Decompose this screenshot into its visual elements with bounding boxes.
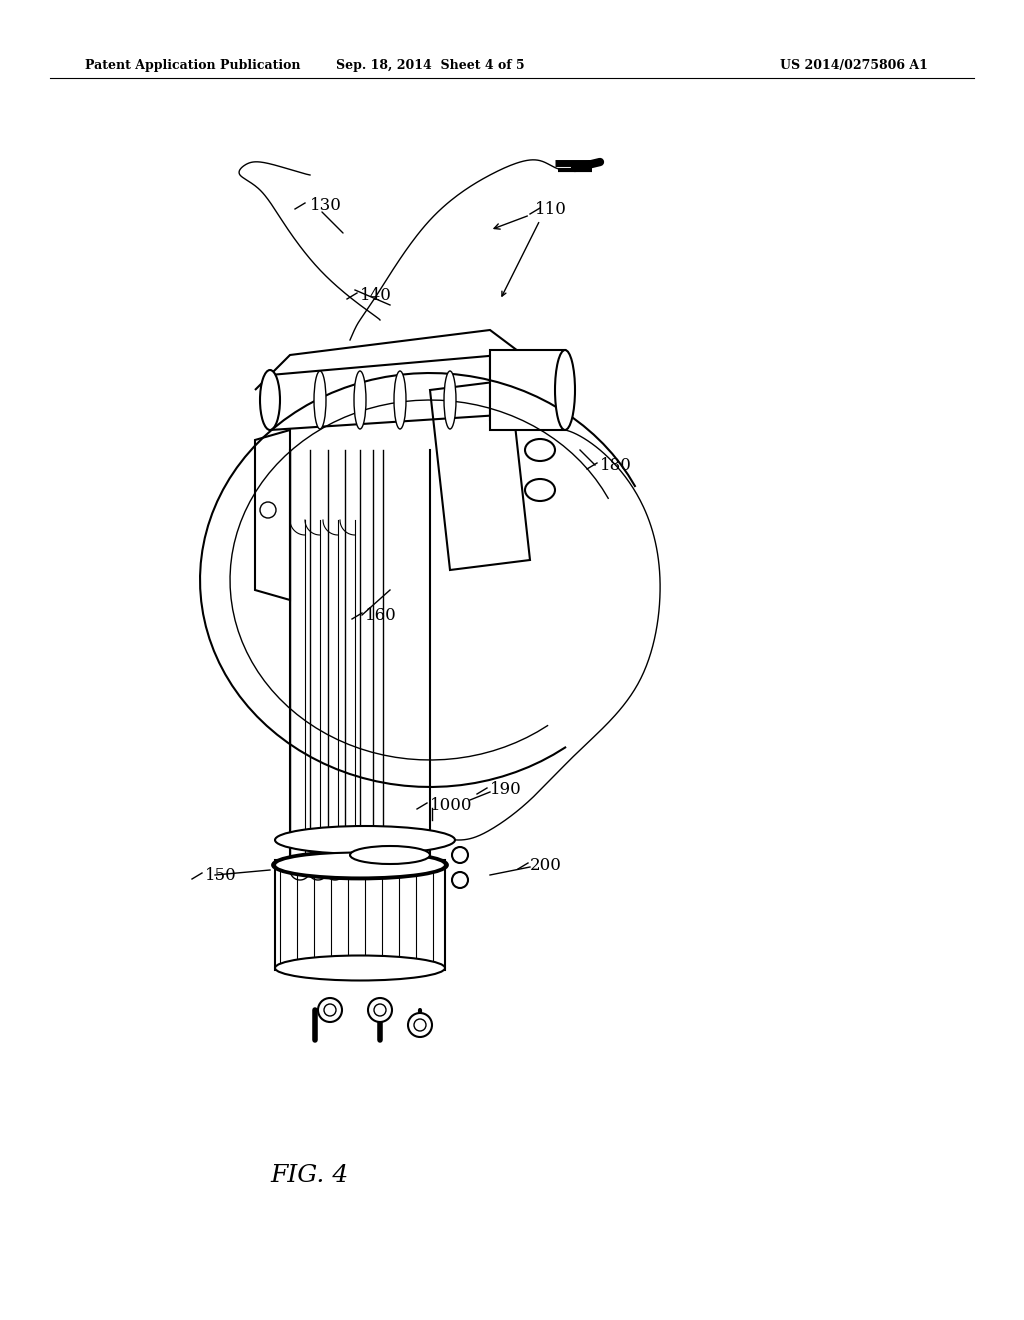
- Text: Patent Application Publication: Patent Application Publication: [85, 58, 300, 71]
- Circle shape: [324, 1005, 336, 1016]
- Ellipse shape: [275, 826, 455, 854]
- Circle shape: [374, 1005, 386, 1016]
- Circle shape: [368, 998, 392, 1022]
- Circle shape: [260, 502, 276, 517]
- FancyBboxPatch shape: [490, 350, 565, 430]
- Ellipse shape: [354, 371, 366, 429]
- Text: 140: 140: [360, 286, 392, 304]
- Polygon shape: [430, 380, 530, 570]
- Polygon shape: [255, 430, 290, 601]
- Circle shape: [452, 847, 468, 863]
- Circle shape: [452, 873, 468, 888]
- Text: 130: 130: [310, 197, 342, 214]
- Ellipse shape: [260, 370, 280, 430]
- Ellipse shape: [555, 350, 575, 430]
- FancyBboxPatch shape: [275, 861, 445, 970]
- Text: Sep. 18, 2014  Sheet 4 of 5: Sep. 18, 2014 Sheet 4 of 5: [336, 58, 524, 71]
- Text: FIG. 4: FIG. 4: [271, 1163, 349, 1187]
- FancyBboxPatch shape: [490, 355, 550, 420]
- Ellipse shape: [275, 956, 445, 981]
- Ellipse shape: [394, 371, 406, 429]
- Ellipse shape: [350, 846, 430, 865]
- Text: 190: 190: [490, 781, 522, 799]
- Text: 180: 180: [600, 457, 632, 474]
- Ellipse shape: [525, 440, 555, 461]
- Text: 110: 110: [535, 202, 567, 219]
- Text: 160: 160: [365, 606, 396, 623]
- Circle shape: [318, 998, 342, 1022]
- Text: 150: 150: [205, 866, 237, 883]
- Ellipse shape: [314, 371, 326, 429]
- Text: 1000: 1000: [430, 796, 472, 813]
- Ellipse shape: [275, 853, 445, 878]
- Text: US 2014/0275806 A1: US 2014/0275806 A1: [780, 58, 928, 71]
- Ellipse shape: [444, 371, 456, 429]
- Ellipse shape: [525, 479, 555, 502]
- Circle shape: [414, 1019, 426, 1031]
- Text: 200: 200: [530, 857, 562, 874]
- Circle shape: [408, 1012, 432, 1038]
